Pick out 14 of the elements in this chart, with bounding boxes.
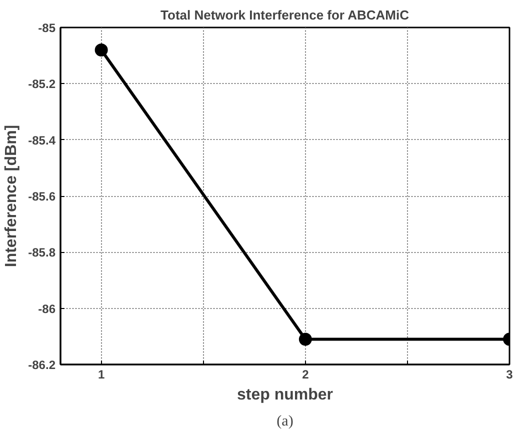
y-tick-label: -85.4: [28, 133, 56, 148]
y-tick-label: -85.2: [28, 77, 56, 92]
y-tick-label: -86.2: [28, 358, 56, 372]
x-tick-label: 3: [506, 368, 514, 382]
y-tick-label: -85.8: [28, 246, 56, 260]
y-tick-label: -85.6: [28, 190, 56, 204]
y-axis-title: Interference [dBm]: [3, 124, 20, 268]
text: (a): [276, 414, 294, 430]
x-tick-label: 1: [98, 368, 105, 382]
y-tick-label: -86: [38, 302, 56, 316]
x-tick-label: 2: [302, 368, 310, 382]
y-tick-label: -85: [38, 21, 56, 35]
x-axis-title: step number: [236, 386, 334, 404]
chart-title: Total Network Interference for ABCAMiC: [160, 8, 410, 22]
